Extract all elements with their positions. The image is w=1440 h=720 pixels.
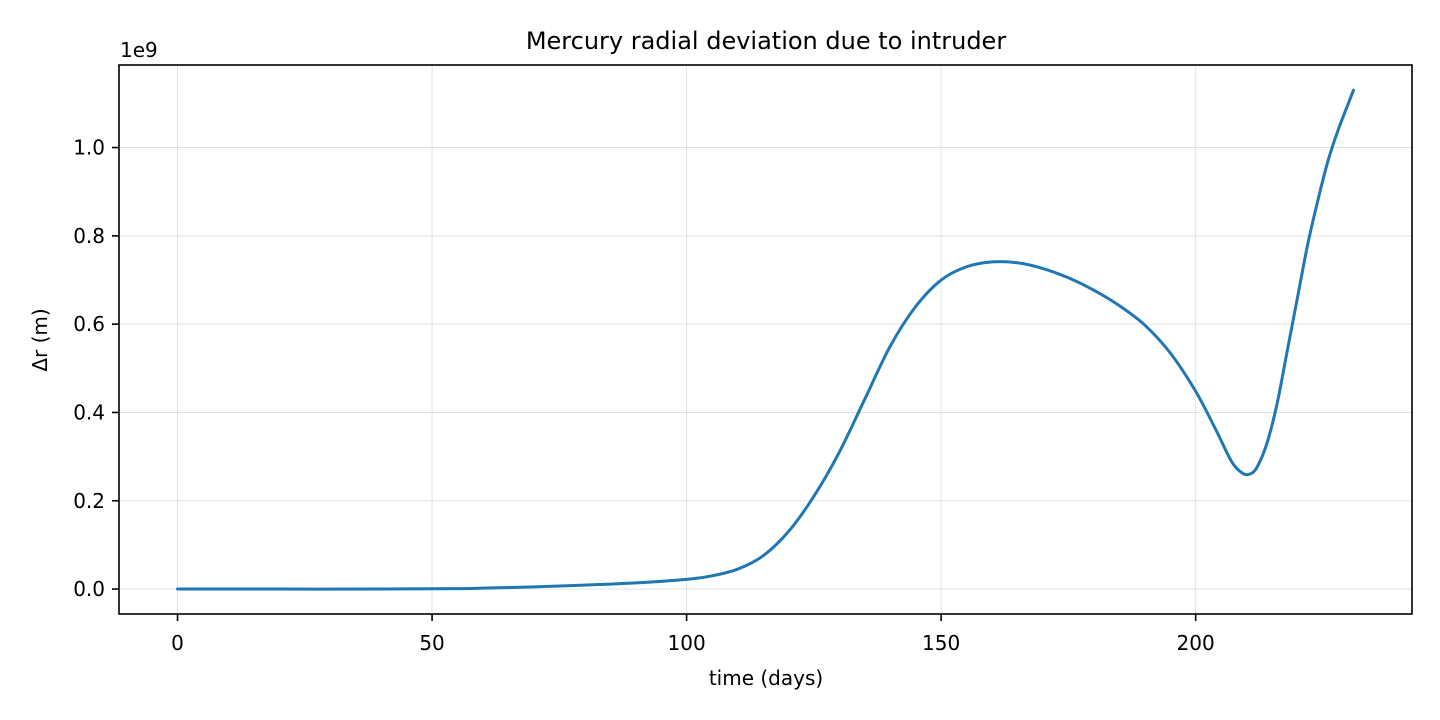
x-axis-label: time (days) [709,666,823,690]
axes-frame [118,64,1413,615]
y-axis-label: Δr (m) [28,308,52,371]
y-tick-label: 0.0 [73,577,105,601]
x-tick-label: 100 [668,631,706,655]
y-offset-label: 1e9 [120,38,158,62]
y-tick-label: 1.0 [73,136,105,160]
y-tick-label: 0.4 [73,400,105,424]
plot-area [176,88,1355,591]
x-tick-label: 0 [171,631,184,655]
series-line [176,88,1355,591]
y-tick-label: 0.8 [73,224,105,248]
y-tick-label: 0.6 [73,312,105,336]
chart-title: Mercury radial deviation due to intruder [526,27,1007,55]
x-tick-label: 200 [1177,631,1215,655]
ticks: 0 50 100 150 200 0.0 0.2 0.4 0.6 0.8 1.0 [73,136,1215,655]
x-tick-label: 150 [922,631,960,655]
x-tick-label: 50 [419,631,444,655]
y-tick-label: 0.2 [73,489,105,513]
